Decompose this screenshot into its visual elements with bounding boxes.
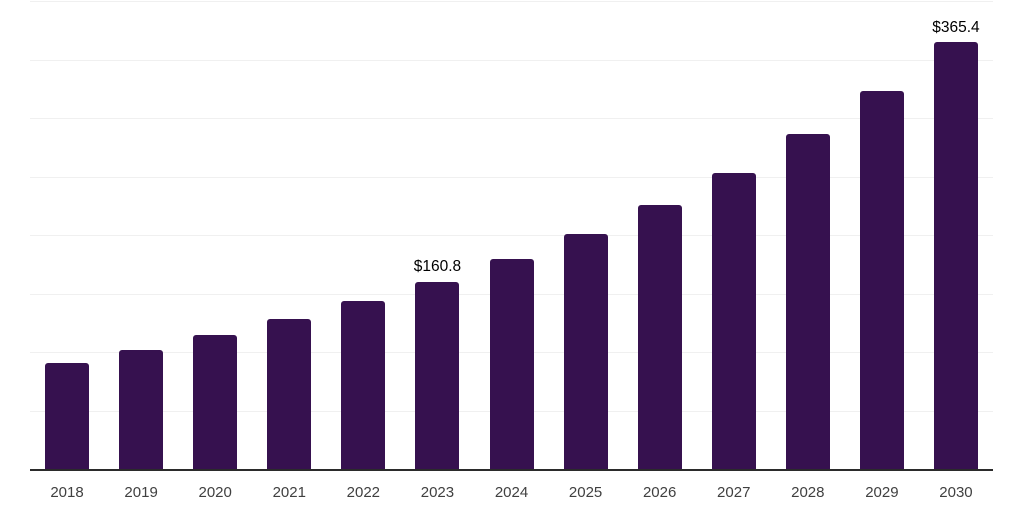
- x-tick-2028: 2028: [791, 484, 825, 501]
- bar-2030: [933, 42, 978, 470]
- x-axis-tick-labels: 2018 2019 2020 2021 2022 2023 2024 2025 2026 2027…: [30, 484, 993, 502]
- bar-2022: [341, 300, 386, 470]
- bar-group-2029: [845, 0, 919, 470]
- bar-group-2026: [623, 0, 697, 470]
- bar-group-2022: [326, 0, 400, 470]
- x-tick-2029: 2029: [865, 484, 899, 501]
- x-tick-2023: 2023: [420, 484, 455, 501]
- bar-2018: [45, 362, 90, 470]
- bar-group-2021: [252, 0, 326, 470]
- bars-row: $160.8 $365.4: [30, 0, 993, 470]
- bar-group-2019: [104, 0, 178, 470]
- x-tick-2019: 2019: [124, 484, 158, 501]
- x-tick-2026: 2026: [642, 484, 677, 501]
- bar-2023: [415, 281, 460, 470]
- bar-2021: [267, 319, 312, 470]
- x-tick-2024: 2024: [494, 484, 529, 501]
- bar-2026: [637, 204, 682, 470]
- bar-group-2025: [549, 0, 623, 470]
- bar-group-2030: $365.4: [919, 0, 993, 470]
- x-tick-2027: 2027: [717, 484, 751, 501]
- bar-group-2028: [771, 0, 845, 470]
- bar-value-label-2023: $160.8: [413, 258, 462, 276]
- bar-2020: [193, 334, 238, 470]
- x-tick-2022: 2022: [346, 484, 381, 501]
- x-tick-2030: 2030: [939, 484, 973, 501]
- bar-2024: [489, 259, 534, 470]
- bar-2027: [711, 173, 756, 470]
- x-axis-line: [30, 469, 993, 471]
- bar-group-2024: [474, 0, 548, 470]
- x-tick-2021: 2021: [272, 484, 306, 501]
- bar-2029: [859, 90, 904, 470]
- bar-2019: [119, 349, 164, 470]
- bar-group-2020: [178, 0, 252, 470]
- bar-2028: [785, 134, 830, 470]
- bar-group-2027: [697, 0, 771, 470]
- x-tick-2020: 2020: [198, 484, 232, 501]
- bar-2025: [563, 233, 608, 470]
- bar-group-2023: $160.8: [400, 0, 474, 470]
- x-tick-2025: 2025: [568, 484, 603, 501]
- bar-group-2018: [30, 0, 104, 470]
- plot-area: $160.8 $365.4: [30, 0, 993, 471]
- bar-value-label-2030: $365.4: [932, 18, 980, 36]
- x-tick-2018: 2018: [50, 484, 84, 501]
